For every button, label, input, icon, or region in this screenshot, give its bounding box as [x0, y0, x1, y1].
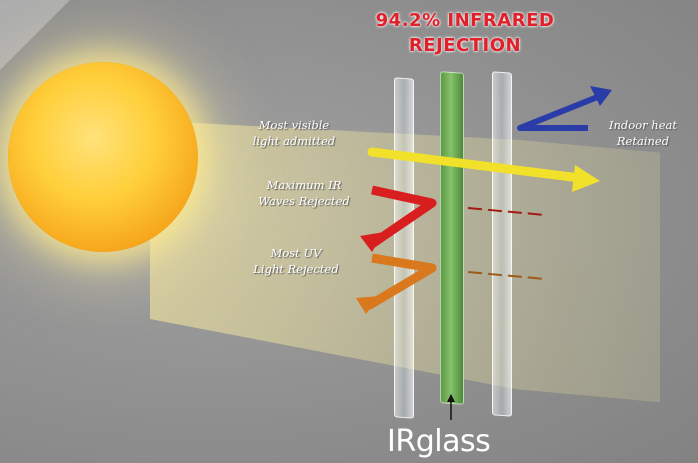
visible-light-label-line-2: light admitted [252, 134, 336, 148]
uv-light-label-line-2: Light Rejected [253, 262, 339, 276]
title-line-2: REJECTION [408, 35, 522, 56]
indoor-heat-label: Indoor heat Retained [590, 117, 696, 149]
uv-light-label: Most UV Light Rejected [230, 245, 362, 277]
sun-icon [8, 62, 198, 252]
ir-waves-label-line-1: Maximum IR [266, 178, 342, 192]
indoor-heat-label-line-2: Retained [616, 134, 670, 148]
uv-light-label-line-1: Most UV [270, 246, 322, 260]
ir-waves-arrow [369, 185, 437, 248]
corner-tab [0, 0, 70, 70]
brand-logo-text: IRglass [387, 424, 491, 459]
film-pointer-arrowhead [447, 394, 455, 402]
uv-light-arrow [365, 253, 437, 310]
visible-light-arrow [367, 147, 585, 183]
diagram-title: 94.2% INFRARED REJECTION [330, 8, 600, 58]
visible-light-label: Most visible light admitted [228, 117, 360, 149]
ir-leak-line [467, 207, 546, 216]
title-line-1: 94.2% INFRARED [375, 10, 555, 31]
indoor-heat-arrowhead [590, 86, 612, 106]
uv-light-arrowhead [356, 296, 380, 314]
ir-waves-label: Maximum IR Waves Rejected [238, 177, 370, 209]
indoor-heat-label-line-1: Indoor heat [608, 118, 677, 132]
visible-light-arrowhead [572, 165, 600, 192]
ir-waves-label-line-2: Waves Rejected [258, 194, 350, 208]
uv-leak-line [467, 271, 546, 280]
ir-waves-arrowhead [360, 232, 384, 252]
indoor-heat-arrow [517, 93, 602, 131]
visible-light-label-line-1: Most visible [258, 118, 330, 132]
